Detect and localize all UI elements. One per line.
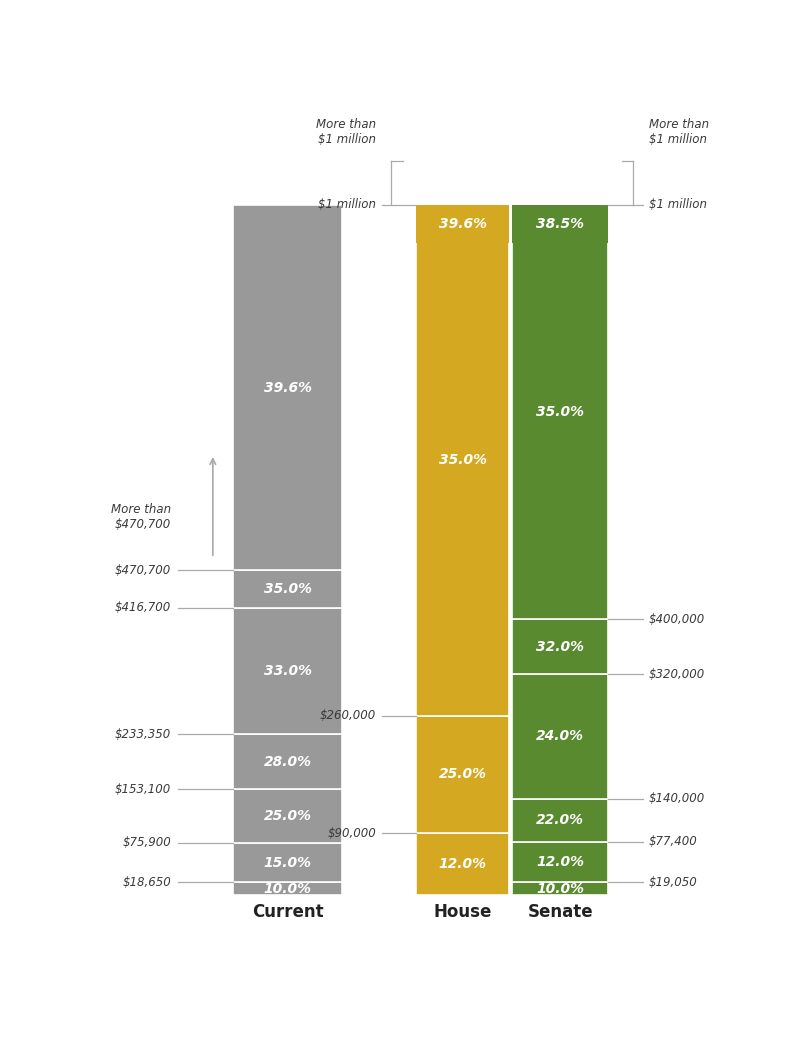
Text: More than
$1 million: More than $1 million <box>316 119 376 147</box>
Text: 12.0%: 12.0% <box>536 855 584 868</box>
Text: $19,050: $19,050 <box>649 876 698 888</box>
Text: 12.0%: 12.0% <box>438 857 486 872</box>
Text: $416,700: $416,700 <box>115 601 171 614</box>
Text: 39.6%: 39.6% <box>263 381 311 394</box>
Bar <box>512 619 608 674</box>
Text: $320,000: $320,000 <box>649 668 705 681</box>
Bar <box>416 205 509 243</box>
Text: 10.0%: 10.0% <box>263 882 311 895</box>
Text: 35.0%: 35.0% <box>438 453 486 467</box>
Text: $1 million: $1 million <box>649 199 706 211</box>
Text: 35.0%: 35.0% <box>536 405 584 419</box>
Text: 38.5%: 38.5% <box>536 217 584 231</box>
Text: 28.0%: 28.0% <box>263 755 311 769</box>
Bar <box>512 674 608 799</box>
Text: $140,000: $140,000 <box>649 792 705 805</box>
Bar <box>234 734 342 789</box>
Text: Senate: Senate <box>527 903 593 921</box>
Text: $470,700: $470,700 <box>115 564 171 577</box>
Text: $260,000: $260,000 <box>320 709 376 722</box>
Text: 25.0%: 25.0% <box>438 768 486 781</box>
Bar <box>234 842 342 882</box>
Bar <box>512 882 608 895</box>
Text: 33.0%: 33.0% <box>263 664 311 678</box>
Bar <box>234 570 342 607</box>
Bar <box>416 205 509 716</box>
Text: 35.0%: 35.0% <box>263 582 311 596</box>
Text: 24.0%: 24.0% <box>536 729 584 744</box>
Text: $233,350: $233,350 <box>115 728 171 740</box>
Bar <box>512 205 608 619</box>
Text: $75,900: $75,900 <box>122 836 171 850</box>
Bar <box>512 841 608 882</box>
Text: 32.0%: 32.0% <box>536 640 584 654</box>
Text: Current: Current <box>252 903 323 921</box>
Text: 25.0%: 25.0% <box>263 809 311 823</box>
Text: 22.0%: 22.0% <box>536 813 584 827</box>
Text: $90,000: $90,000 <box>327 827 376 839</box>
Text: $77,400: $77,400 <box>649 835 698 849</box>
Bar <box>416 716 509 833</box>
Text: $153,100: $153,100 <box>115 783 171 796</box>
Bar <box>234 607 342 734</box>
Text: 15.0%: 15.0% <box>263 856 311 869</box>
Text: House: House <box>434 903 492 921</box>
Bar <box>512 205 608 243</box>
Text: 39.6%: 39.6% <box>438 217 486 231</box>
Text: More than
$470,700: More than $470,700 <box>111 502 171 530</box>
Text: $1 million: $1 million <box>318 199 376 211</box>
Text: 10.0%: 10.0% <box>536 882 584 895</box>
Bar <box>234 789 342 842</box>
Text: $18,650: $18,650 <box>122 876 171 889</box>
Bar <box>512 799 608 841</box>
Bar <box>416 833 509 895</box>
Text: $400,000: $400,000 <box>649 613 705 625</box>
Text: More than
$1 million: More than $1 million <box>649 119 709 147</box>
Bar <box>234 205 342 570</box>
Bar <box>234 882 342 895</box>
